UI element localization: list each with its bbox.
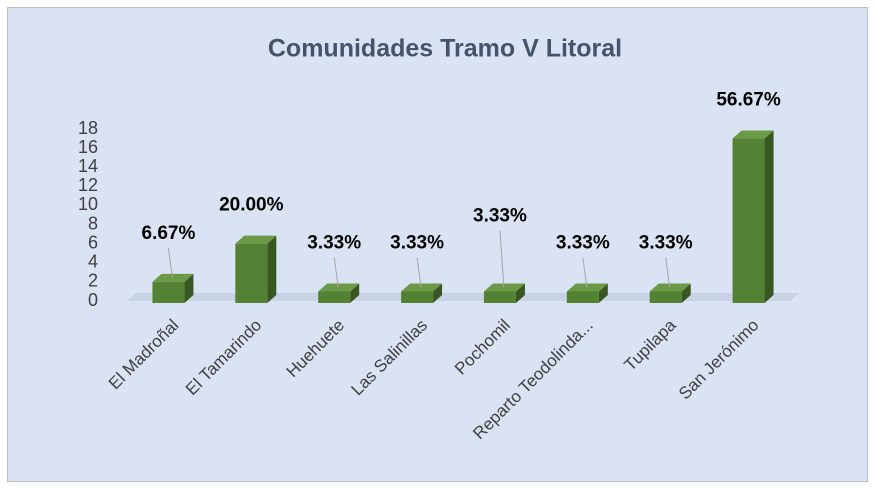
bar-side bbox=[433, 283, 443, 303]
y-tick-label: 10 bbox=[78, 194, 98, 214]
y-tick-label: 2 bbox=[88, 271, 98, 291]
y-tick-label: 8 bbox=[88, 213, 98, 233]
floor bbox=[127, 293, 799, 301]
leader-line bbox=[333, 257, 339, 288]
y-tick-label: 18 bbox=[78, 118, 98, 138]
bar-top bbox=[732, 130, 774, 139]
data-label: 3.33% bbox=[639, 232, 693, 253]
chart-area bbox=[7, 7, 868, 482]
leader-line bbox=[416, 257, 422, 288]
data-label: 3.33% bbox=[307, 232, 361, 253]
y-tick-label: 12 bbox=[78, 175, 98, 195]
data-label: 20.00% bbox=[219, 195, 284, 216]
bar-top bbox=[235, 235, 277, 244]
data-label: 3.33% bbox=[390, 232, 444, 253]
leader-line bbox=[167, 247, 173, 278]
bar bbox=[732, 138, 765, 303]
bar bbox=[649, 291, 682, 303]
bar bbox=[152, 281, 185, 303]
bar-side bbox=[598, 283, 608, 303]
y-tick-label: 6 bbox=[88, 232, 98, 252]
bar bbox=[318, 291, 351, 303]
bar-side bbox=[184, 273, 194, 303]
chart-title: Comunidades Tramo V Litoral bbox=[268, 35, 622, 63]
bar-side bbox=[267, 235, 277, 303]
bar-side bbox=[350, 283, 360, 303]
y-tick-label: 16 bbox=[78, 137, 98, 157]
data-label: 3.33% bbox=[556, 232, 610, 253]
data-label: 56.67% bbox=[716, 90, 781, 111]
bar bbox=[401, 291, 434, 303]
leader-line bbox=[665, 257, 671, 288]
bar-top bbox=[152, 273, 194, 282]
bar-top bbox=[649, 283, 691, 292]
data-label: 3.33% bbox=[473, 205, 527, 226]
bar bbox=[566, 291, 599, 303]
bar-top bbox=[318, 283, 360, 292]
bar-side bbox=[764, 130, 774, 303]
leader-line bbox=[582, 257, 588, 288]
y-tick-label: 14 bbox=[78, 156, 98, 176]
bar-top bbox=[483, 283, 525, 292]
leader-line bbox=[499, 230, 505, 288]
y-tick-label: 4 bbox=[88, 252, 98, 272]
bar-top bbox=[566, 283, 608, 292]
data-label: 6.67% bbox=[142, 223, 196, 244]
bar-side bbox=[515, 283, 525, 303]
bar-top bbox=[401, 283, 443, 292]
bar bbox=[483, 291, 516, 303]
y-tick-label: 0 bbox=[88, 290, 98, 310]
bar-side bbox=[681, 283, 691, 303]
bar bbox=[235, 243, 268, 303]
